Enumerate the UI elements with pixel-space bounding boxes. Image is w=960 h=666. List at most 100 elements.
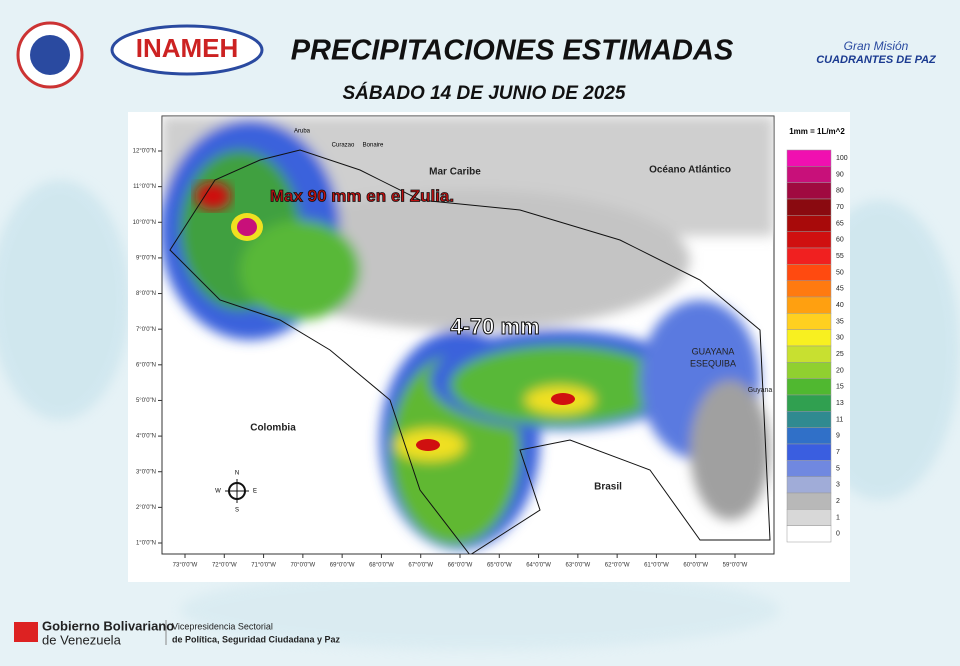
legend-swatch: [786, 345, 832, 363]
lat-label: 1°0'0"N: [136, 541, 156, 547]
gov-text: Gobierno Bolivariano: [42, 618, 174, 633]
compass-w: W: [215, 489, 221, 495]
lon-label: 70°0'0"W: [291, 563, 316, 569]
lon-label: 60°0'0"W: [683, 563, 708, 569]
lon-label: 64°0'0"W: [526, 563, 551, 569]
legend-label: 60: [836, 237, 844, 244]
legend-swatch: [786, 362, 832, 379]
legend-swatch: [786, 149, 832, 167]
legend-swatch: [786, 166, 832, 183]
country-label: Guyana: [748, 387, 773, 394]
country-label: Brasil: [594, 482, 622, 493]
inameh-logo: [110, 24, 264, 76]
lat-label: 5°0'0"N: [136, 398, 156, 404]
legend-swatch: [786, 509, 832, 526]
range-annotation: 4-70 mm: [450, 314, 539, 339]
legend-label: 3: [836, 482, 840, 489]
lat-label: 10°0'0"N: [133, 220, 156, 226]
gmcp-top: Gran Misión: [844, 39, 909, 53]
ocean-label: Océano Atlántico: [649, 165, 731, 176]
lat-label: 11°0'0"N: [133, 184, 156, 190]
legend-label: 65: [836, 220, 844, 227]
legend-swatch: [786, 231, 832, 249]
legend-label: 30: [836, 335, 844, 342]
legend-label: 35: [836, 318, 844, 325]
graticule: 12°0'0"N 11°0'0"N 10°0'0"N 9°0'0"N 8°0'0"N 7°…: [133, 149, 748, 569]
lat-label: 9°0'0"N: [136, 255, 156, 261]
compass-s: S: [235, 508, 239, 514]
legend-label: 20: [836, 367, 844, 374]
legend-swatch: [786, 476, 832, 494]
sea-label: Mar Caribe: [429, 167, 481, 178]
island-label: Aruba: [294, 129, 311, 135]
lat-label: 12°0'0"N: [133, 149, 156, 155]
lon-label: 72°0'0"W: [212, 563, 237, 569]
legend-swatch: [786, 329, 832, 347]
gmcp-bottom: CUADRANTES DE PAZ: [816, 54, 937, 66]
legend-label: 100: [836, 155, 848, 162]
legend-label: 2: [836, 498, 840, 505]
legend-swatch: [786, 198, 832, 216]
lon-label: 67°0'0"W: [408, 563, 433, 569]
lat-label: 2°0'0"N: [136, 505, 156, 511]
vice-text: Vicepresidencia Sectorial: [172, 621, 273, 631]
lat-label: 8°0'0"N: [136, 291, 156, 297]
legend-label: 25: [836, 351, 844, 358]
legend-label: 9: [836, 433, 840, 440]
lon-label: 59°0'0"W: [723, 563, 748, 569]
region-label: GUAYANA: [692, 346, 735, 356]
gov-text: de Venezuela: [42, 632, 122, 647]
borders: [169, 149, 771, 554]
legend-label: 15: [836, 384, 844, 391]
legend-swatch: [786, 394, 832, 412]
legend-title: 1mm = 1L/m^2: [789, 127, 845, 136]
lat-label: 4°0'0"N: [136, 434, 156, 440]
legend-label: 80: [836, 188, 844, 195]
island-label: Bonaire: [363, 143, 384, 149]
lon-label: 62°0'0"W: [605, 563, 630, 569]
legend-swatch: [786, 215, 832, 232]
legend-label: 90: [836, 171, 844, 178]
legend: 1009080706560555045403530252015131197532…: [786, 149, 848, 543]
legend-swatch: [786, 427, 832, 445]
lon-label: 61°0'0"W: [644, 563, 669, 569]
region-label: ESEQUIBA: [690, 358, 736, 368]
legend-label: 7: [836, 449, 840, 456]
legend-swatch: [786, 296, 832, 314]
legend-swatch: [786, 378, 832, 396]
legend-label: 0: [836, 531, 840, 538]
max-annotation: Max 90 mm en el Zulia.: [270, 186, 454, 205]
compass-n: N: [235, 471, 239, 477]
legend-swatch: [786, 443, 832, 461]
compass: N S E W: [215, 471, 257, 514]
legend-label: 70: [836, 204, 844, 211]
legend-swatch: [786, 492, 832, 510]
legend-label: 45: [836, 286, 844, 293]
legend-swatch: [786, 247, 832, 265]
lon-label: 65°0'0"W: [487, 563, 512, 569]
legend-label: 40: [836, 302, 844, 309]
lon-label: 66°0'0"W: [448, 563, 473, 569]
legend-label: 50: [836, 269, 844, 276]
legend-swatch: [786, 460, 832, 477]
legend-swatch: [786, 182, 832, 200]
lon-label: 69°0'0"W: [330, 563, 355, 569]
vice-text: de Política, Seguridad Ciudadana y Paz: [172, 634, 341, 644]
legend-swatch: [786, 313, 832, 330]
legend-label: 5: [836, 465, 840, 472]
legend-swatch: [786, 525, 832, 543]
subtitle: SÁBADO 14 DE JUNIO DE 2025: [343, 82, 626, 104]
lon-label: 68°0'0"W: [369, 563, 394, 569]
legend-label: 11: [836, 416, 843, 423]
compass-e: E: [253, 489, 257, 495]
lat-label: 7°0'0"N: [136, 327, 156, 333]
title: PRECIPITACIONES ESTIMADAS: [291, 35, 734, 67]
gov-flag: [14, 622, 38, 642]
legend-label: 1: [836, 514, 840, 521]
legend-swatch: [786, 411, 832, 428]
legend-label: 13: [836, 400, 844, 407]
legend-swatch: [786, 280, 832, 298]
inameh-text: INAMEH: [136, 33, 239, 63]
lon-label: 73°0'0"W: [173, 563, 198, 569]
lat-label: 6°0'0"N: [136, 362, 156, 368]
